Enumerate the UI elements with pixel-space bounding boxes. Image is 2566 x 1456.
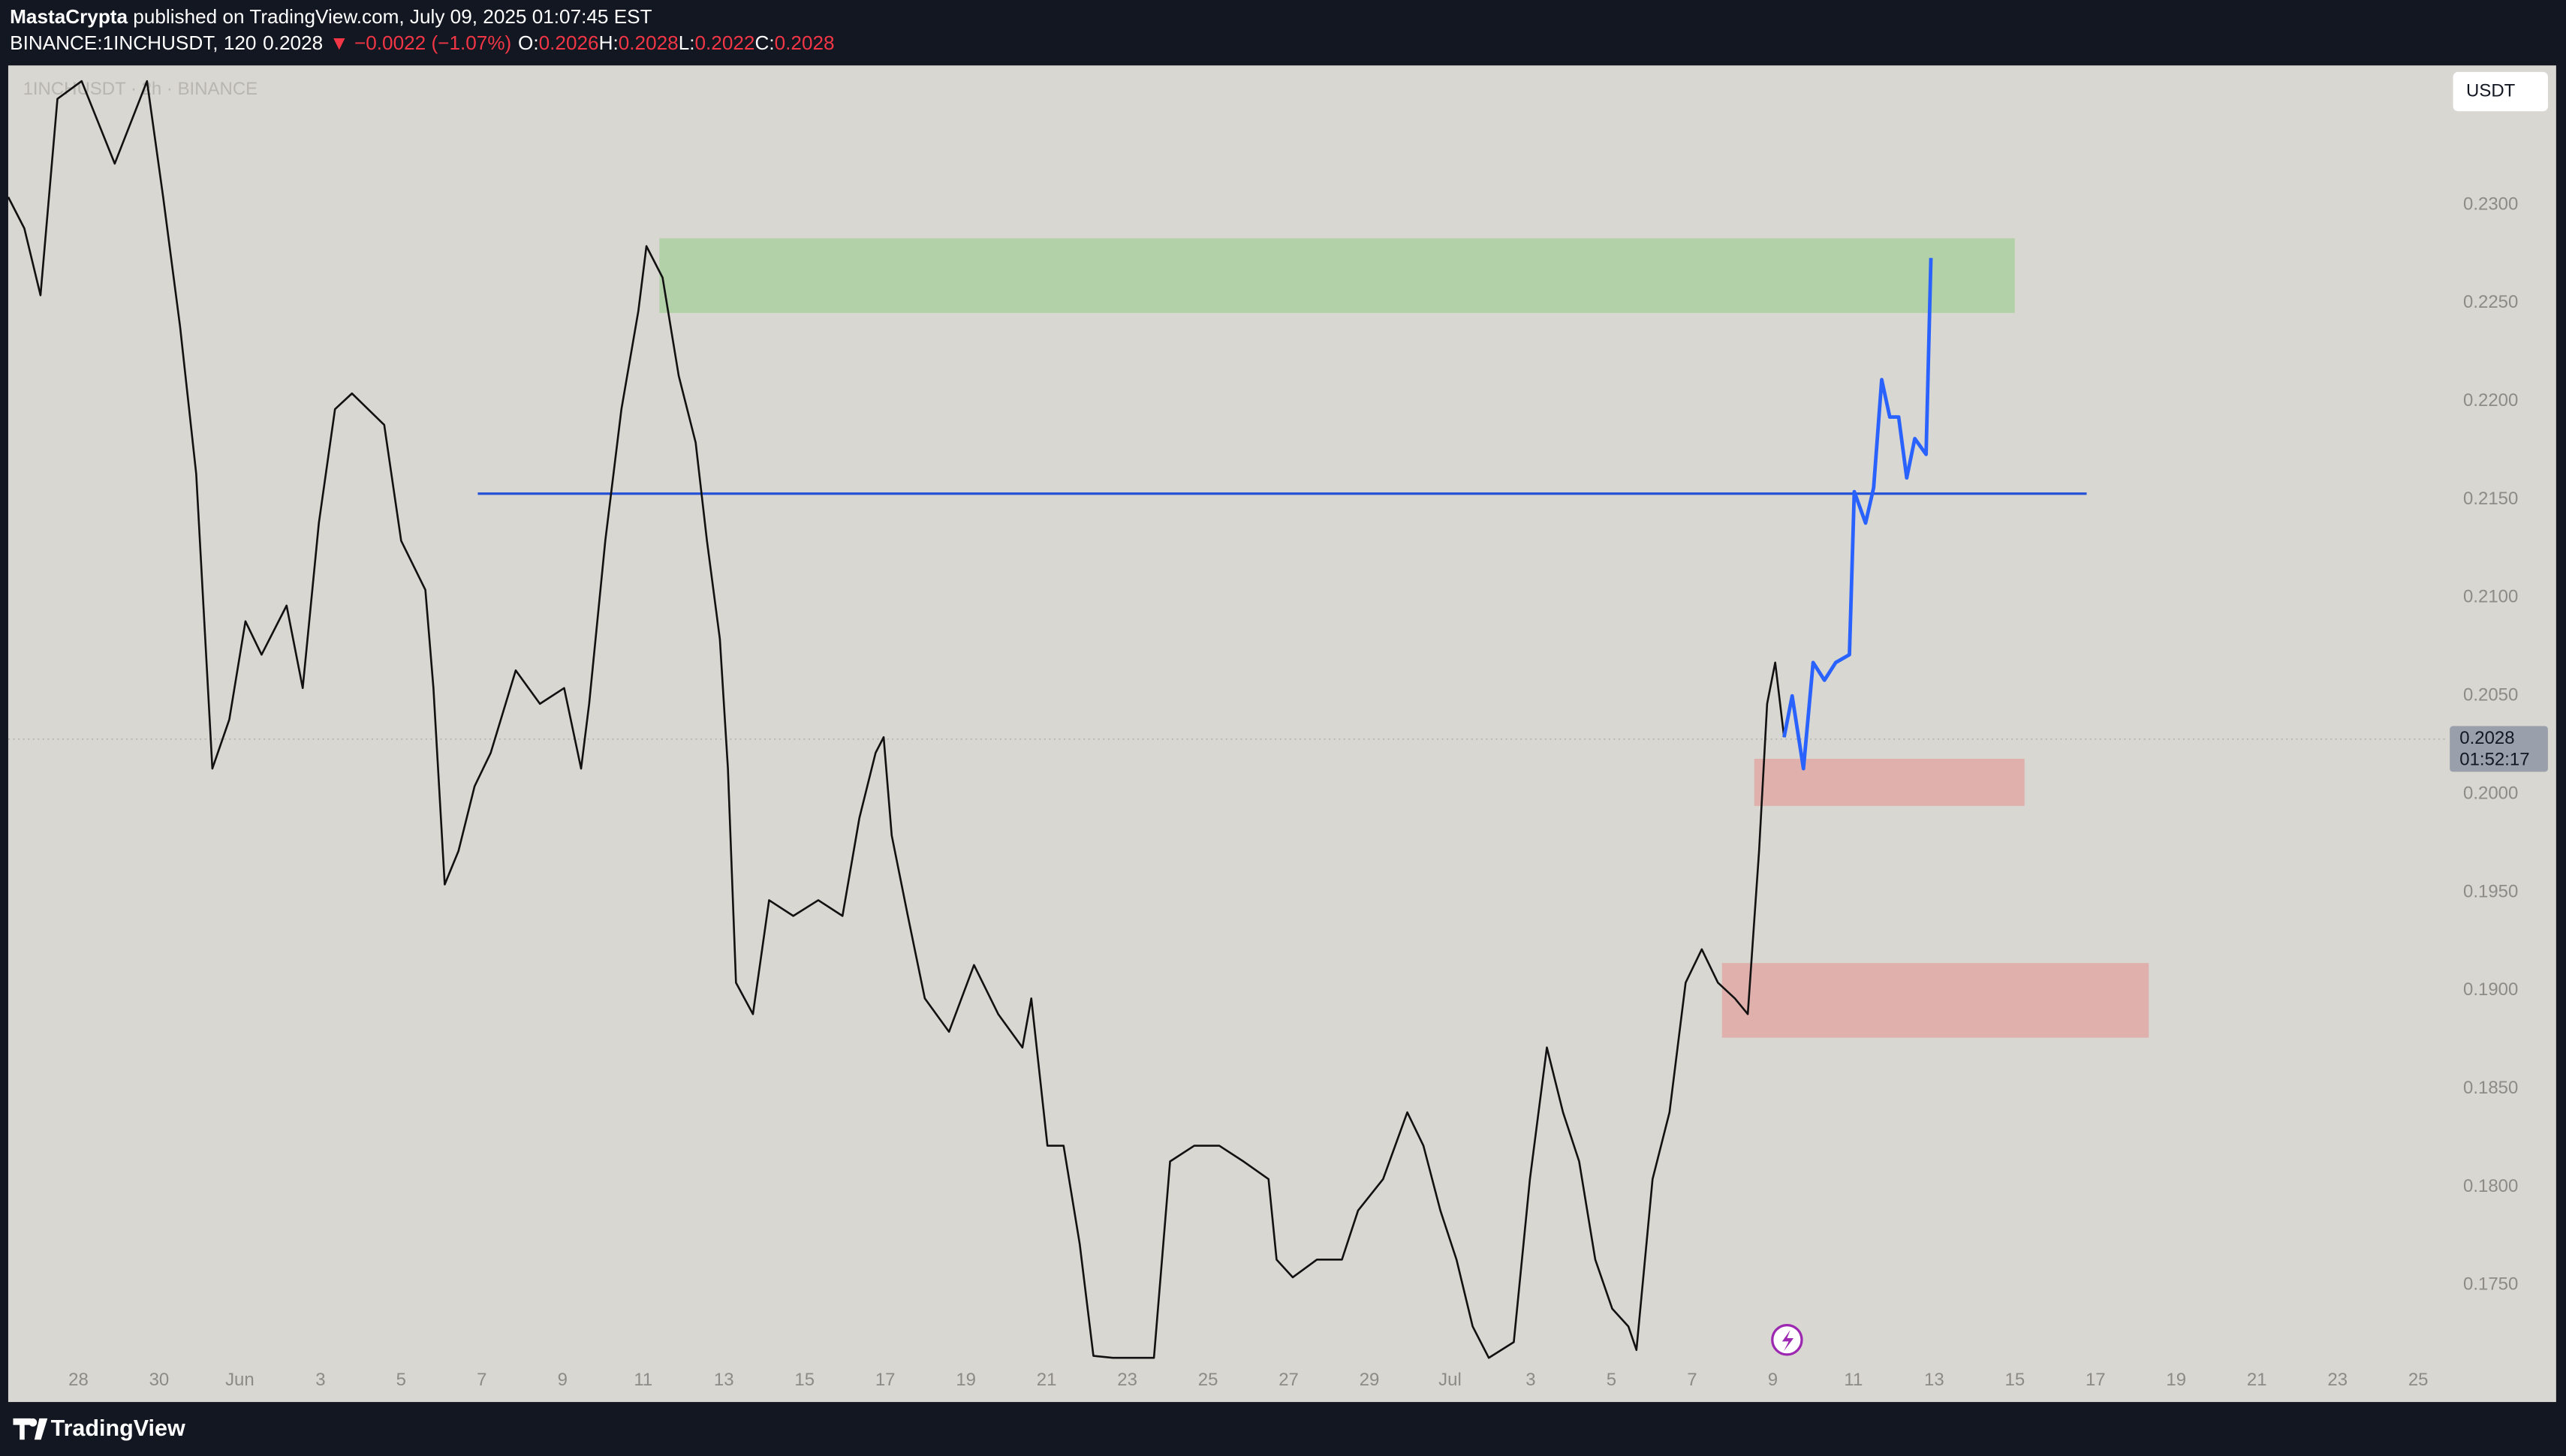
- zone: [1721, 963, 2149, 1038]
- x-tick-label: 28: [68, 1370, 89, 1390]
- header-line-2: BINANCE:1INCHUSDT, 120 0.2028 ▼ −0.0022 (−…: [10, 32, 834, 54]
- y-tick-label: 0.2300: [2463, 194, 2518, 214]
- currency-button[interactable]: [2453, 71, 2548, 112]
- quote-part: 0.2028: [775, 32, 835, 54]
- x-tick-label: 11: [634, 1370, 652, 1390]
- quote-part: L:: [679, 32, 695, 54]
- quote-part: 0.2028: [619, 32, 679, 54]
- x-tick-label: 17: [875, 1370, 896, 1390]
- x-tick-label: 21: [2247, 1370, 2267, 1390]
- last-price-label: 0.2028: [2459, 728, 2514, 748]
- zone: [1754, 759, 2025, 806]
- x-tick-label: 5: [1607, 1370, 1616, 1390]
- price-line: [7, 80, 1785, 1359]
- x-tick-label: 19: [956, 1370, 976, 1390]
- x-tick-label: 5: [396, 1370, 406, 1390]
- countdown: 01:52:17: [2459, 750, 2529, 770]
- y-tick-label: 0.1850: [2463, 1078, 2518, 1098]
- currency-label[interactable]: USDT: [2466, 80, 2516, 101]
- logo-icon: [13, 1418, 48, 1440]
- x-tick-label: 25: [1198, 1370, 1218, 1390]
- x-tick-label: 13: [1924, 1370, 1944, 1390]
- quote-part: 0.2028: [263, 32, 323, 54]
- header-line-1: MastaCrypta published on TradingView.com…: [10, 5, 652, 28]
- quote-part: 0.2026: [539, 32, 599, 54]
- y-tick-label: 0.2050: [2463, 685, 2518, 705]
- x-tick-label: 11: [1844, 1370, 1863, 1390]
- y-tick-label: 0.1750: [2463, 1274, 2518, 1295]
- plot: 0.2300 0.2250 0.2200 0.2150 0.2100 0.2050 0.20…: [7, 80, 2548, 1390]
- x-tick-label: 19: [2166, 1370, 2186, 1390]
- last-price-box: [2450, 726, 2548, 772]
- y-tick-label: 0.1950: [2463, 881, 2518, 901]
- x-tick-label: 30: [149, 1370, 170, 1390]
- x-tick-label: 23: [2327, 1370, 2348, 1390]
- author: MastaCrypta: [10, 5, 128, 28]
- x-tick-label: 9: [1768, 1370, 1778, 1390]
- y-tick-label: 0.2100: [2463, 587, 2518, 607]
- y-tick-label: 0.2200: [2463, 390, 2518, 411]
- x-tick-label: Jun: [225, 1370, 254, 1390]
- x-tick-label: 15: [794, 1370, 815, 1390]
- x-tick-label: 25: [2408, 1370, 2429, 1390]
- event-bolt: [1781, 1330, 1794, 1352]
- x-tick-label: 13: [714, 1370, 734, 1390]
- x-tick-label: 9: [558, 1370, 568, 1390]
- x-tick-label: 29: [1360, 1370, 1380, 1390]
- x-tick-label: 7: [1687, 1370, 1697, 1390]
- y-tick-label: 0.1900: [2463, 979, 2518, 1000]
- y-tick-label: 0.2000: [2463, 783, 2518, 803]
- y-tick-label: 0.2250: [2463, 292, 2518, 312]
- projection-line: [1782, 257, 1933, 771]
- x-tick-label: 3: [1525, 1370, 1535, 1390]
- x-tick-label: 3: [315, 1370, 325, 1390]
- x-tick-label: 27: [1278, 1370, 1299, 1390]
- quote-part: H:: [599, 32, 619, 54]
- zone: [659, 238, 2015, 313]
- quote-part: O:: [518, 32, 539, 54]
- quote-part: BINANCE:1INCHUSDT, 120: [10, 32, 256, 54]
- x-tick-label: Jul: [1438, 1370, 1462, 1390]
- published: published on TradingView.com, July 09, 2…: [133, 5, 652, 28]
- x-tick-label: 23: [1117, 1370, 1137, 1390]
- quote-part: ▼ −0.0022 (−1.07%): [330, 32, 511, 54]
- footer-logo: TradingView: [51, 1415, 185, 1441]
- x-tick-label: 15: [2004, 1370, 2025, 1390]
- quote-part: 0.2022: [695, 32, 755, 54]
- quote-part: C:: [754, 32, 774, 54]
- y-tick-label: 0.1800: [2463, 1176, 2518, 1196]
- x-tick-label: 21: [1037, 1370, 1057, 1390]
- x-tick-label: 7: [477, 1370, 486, 1390]
- y-tick-label: 0.2150: [2463, 489, 2518, 509]
- x-tick-label: 17: [2086, 1370, 2106, 1390]
